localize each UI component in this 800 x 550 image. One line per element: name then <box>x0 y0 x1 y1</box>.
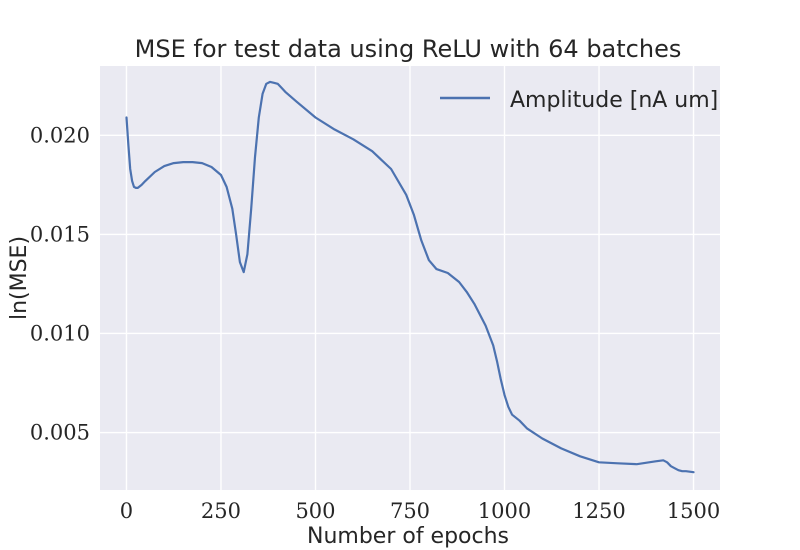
chart-title: MSE for test data using ReLU with 64 bat… <box>135 35 682 63</box>
x-tick-label: 0 <box>120 499 133 523</box>
y-tick-label: 0.010 <box>30 321 90 345</box>
legend: Amplitude [nA um] <box>440 88 718 113</box>
y-axis-label: ln(MSE) <box>7 236 32 320</box>
y-tick-label: 0.015 <box>30 222 90 246</box>
series-layer <box>125 80 695 474</box>
y-tick-labels: 0.005 0.010 0.015 0.020 <box>30 123 90 444</box>
y-tick-label: 0.020 <box>30 123 90 147</box>
grid <box>100 66 720 490</box>
legend-label: Amplitude [nA um] <box>510 88 718 113</box>
x-tick-labels: 0 250 500 750 1000 1250 1500 <box>120 499 720 523</box>
x-tick-label: 1500 <box>667 499 720 523</box>
series-line <box>125 80 695 474</box>
x-tick-label: 750 <box>390 499 430 523</box>
y-tick-label: 0.005 <box>30 421 90 445</box>
x-tick-label: 1000 <box>478 499 531 523</box>
x-axis-label: Number of epochs <box>307 524 509 549</box>
x-tick-label: 500 <box>295 499 335 523</box>
x-tick-label: 1250 <box>572 499 625 523</box>
x-tick-label: 250 <box>201 499 241 523</box>
